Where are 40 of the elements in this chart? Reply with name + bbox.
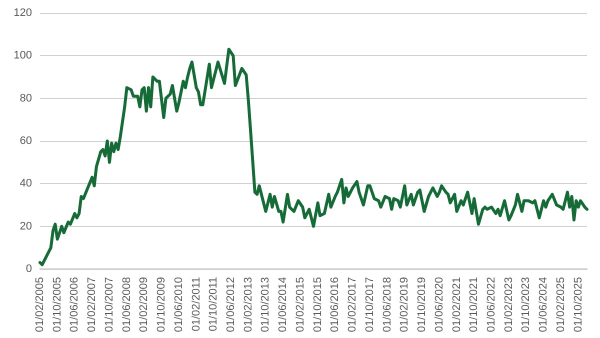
line-series xyxy=(38,48,588,266)
x-tick-label: 01/06/2020 xyxy=(433,277,446,332)
x-tick-label: 01/02/2005 xyxy=(34,277,46,332)
x-tick-label: 01/10/2005 xyxy=(51,277,64,332)
x-tick-label: 01/02/2023 xyxy=(502,277,515,332)
x-tick-label: 01/02/2007 xyxy=(86,277,98,332)
y-tick-label: 0 xyxy=(26,263,32,275)
x-tick-label: 01/06/2018 xyxy=(381,277,394,332)
x-tick-label: 01/02/2009 xyxy=(138,277,150,332)
y-tick-label: 60 xyxy=(20,135,32,147)
x-tick-label: 01/02/2015 xyxy=(294,277,306,332)
x-tick-label: 01/02/2021 xyxy=(450,277,463,332)
x-tick-label: 01/10/2011 xyxy=(208,277,220,332)
x-tick-label: 01/06/2014 xyxy=(277,277,290,332)
x-tick-label: 01/10/2021 xyxy=(468,277,480,332)
y-tick-label: 80 xyxy=(20,92,32,104)
x-tick-label: 01/02/2017 xyxy=(346,277,359,332)
x-tick-label: 01/06/2010 xyxy=(172,277,185,332)
x-tick-label: 01/10/2023 xyxy=(520,277,532,332)
x-tick-label: 01/02/2025 xyxy=(554,277,567,332)
x-tick-label: 01/02/2013 xyxy=(242,277,254,332)
y-tick-label: 120 xyxy=(14,7,32,19)
x-tick-label: 01/10/2015 xyxy=(312,277,324,332)
x-tick-label: 01/06/2012 xyxy=(225,277,238,332)
y-tick-label: 20 xyxy=(20,220,32,232)
x-tick-label: 01/06/2006 xyxy=(68,277,81,332)
x-tick-label: 01/10/2025 xyxy=(572,277,584,332)
x-tick-label: 01/06/2016 xyxy=(329,277,342,332)
x-tick-label: 01/10/2009 xyxy=(156,277,168,332)
y-tick-label: 40 xyxy=(20,178,32,190)
x-tick-label: 01/06/2008 xyxy=(120,277,133,332)
x-tick-label: 01/06/2022 xyxy=(485,277,498,332)
x-tick-label: 01/06/2024 xyxy=(538,277,550,332)
x-tick-label: 01/02/2011 xyxy=(190,277,202,332)
x-tick-label: 01/10/2007 xyxy=(103,277,116,332)
y-tick-label: 100 xyxy=(14,50,32,62)
x-tick-label: 01/02/2019 xyxy=(398,277,411,332)
x-tick-label: 01/10/2013 xyxy=(260,277,272,332)
x-tick-label: 01/10/2019 xyxy=(416,277,428,332)
x-tick-label: 01/10/2017 xyxy=(364,277,376,332)
